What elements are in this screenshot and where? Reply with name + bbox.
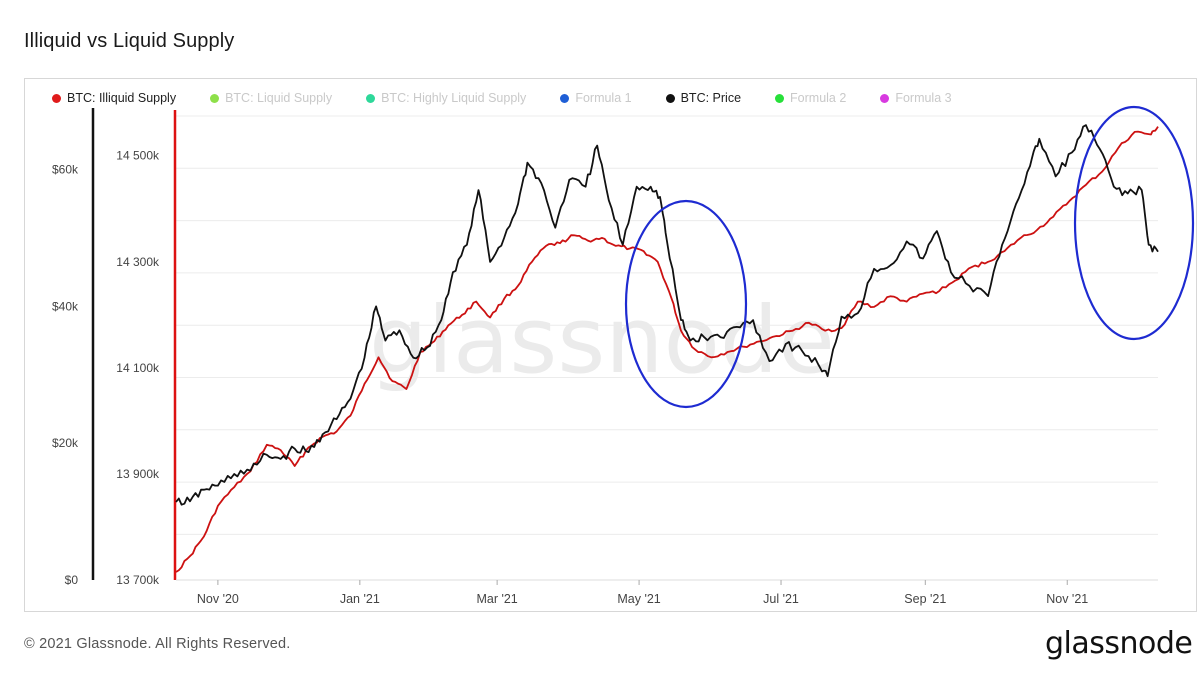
legend-label: Formula 3 — [895, 91, 952, 105]
legend-dot — [210, 93, 220, 103]
y-right-tick-label: 13 900k — [116, 467, 160, 481]
series-line-btc-price — [175, 124, 1159, 506]
chart-frame — [24, 78, 1197, 612]
y-left-tick-label: $0 — [65, 573, 79, 587]
legend-label: BTC: Liquid Supply — [225, 91, 333, 105]
y-left-tick-label: $40k — [52, 299, 79, 313]
legend-label: Formula 1 — [575, 91, 632, 105]
x-tick-label: May '21 — [617, 592, 660, 606]
legend-dot — [52, 93, 61, 103]
legend-item-btc-highly-liquid-supply[interactable]: BTC: Highly Liquid Supply — [366, 91, 526, 105]
y-right-tick-label: 13 700k — [116, 573, 160, 587]
legend-item-formula-1[interactable]: Formula 1 — [560, 91, 632, 105]
legend-label: Formula 2 — [790, 91, 847, 105]
x-tick-label: Mar '21 — [476, 592, 517, 606]
y-right-tick-label: 14 500k — [116, 149, 160, 163]
legend-dot — [560, 93, 570, 103]
y-right-tick-label: 14 300k — [116, 255, 160, 269]
glassnode-logo[interactable]: glassnode — [1045, 626, 1193, 661]
x-tick-label: Jul '21 — [763, 592, 799, 606]
legend-label: BTC: Illiquid Supply — [67, 91, 177, 105]
x-tick-label: Nov '20 — [197, 592, 239, 606]
x-tick-label: Jan '21 — [340, 592, 380, 606]
copyright-text: © 2021 Glassnode. All Rights Reserved. — [24, 636, 291, 652]
legend-label: BTC: Price — [680, 91, 742, 105]
legend-dot — [366, 93, 376, 103]
legend-item-btc-liquid-supply[interactable]: BTC: Liquid Supply — [210, 91, 332, 105]
annotation-ellipse-may — [624, 199, 748, 409]
legend-item-formula-2[interactable]: Formula 2 — [775, 91, 846, 105]
watermark-text: glassnode — [369, 287, 835, 394]
legend-dot — [775, 93, 785, 103]
x-tick-label: Sep '21 — [904, 592, 946, 606]
legend-item-btc-illiquid-supply[interactable]: BTC: Illiquid Supply — [52, 91, 176, 105]
series-line-btc-illiquid-supply — [175, 126, 1159, 573]
chart-legend: BTC: Illiquid Supply BTC: Liquid Supply BT… — [52, 91, 986, 105]
annotation-ellipse-nov — [1073, 105, 1195, 341]
legend-dot — [665, 93, 675, 103]
legend-label: BTC: Highly Liquid Supply — [381, 91, 527, 105]
legend-item-btc-price[interactable]: BTC: Price — [665, 91, 742, 105]
page-title: Illiquid vs Liquid Supply — [24, 30, 235, 52]
y-left-tick-label: $20k — [52, 436, 79, 450]
y-right-tick-label: 14 100k — [116, 361, 160, 375]
x-tick-label: Nov '21 — [1046, 592, 1088, 606]
legend-item-formula-3[interactable]: Formula 3 — [880, 91, 952, 105]
y-left-tick-label: $60k — [52, 163, 79, 177]
legend-dot — [880, 93, 890, 103]
